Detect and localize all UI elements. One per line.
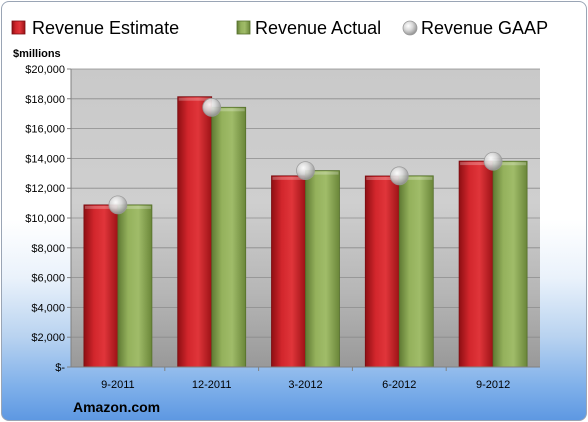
legend-swatch-revenue-actual <box>236 20 251 35</box>
x-axis: 9-2011 12-2011 3-2012 6-2012 9-2012 <box>71 366 540 391</box>
bar-revenue-estimate <box>177 96 213 368</box>
legend: Revenue Estimate Revenue Actual Revenue … <box>11 18 548 38</box>
y-tick-label: $6,000 <box>31 273 65 285</box>
bar-revenue-actual-highlight <box>400 176 433 180</box>
bar-revenue-estimate <box>364 175 400 368</box>
bar-revenue-actual <box>211 106 247 368</box>
gaap-markers <box>108 97 503 215</box>
x-tick-label: 12-2011 <box>192 379 232 391</box>
marker-revenue-gaap <box>202 97 222 117</box>
bar-revenue-actual <box>117 204 153 368</box>
bar-revenue-estimate-highlight <box>366 176 399 180</box>
y-tick-label: $- <box>55 362 65 374</box>
marker-revenue-gaap <box>296 161 315 181</box>
bar-revenue-estimate-highlight <box>84 205 117 209</box>
bar-revenue-actual <box>398 175 434 368</box>
source-label: Amazon.com <box>73 399 160 415</box>
y-tick-label: $12,000 <box>25 183 65 195</box>
bar-revenue-actual-highlight <box>118 205 151 209</box>
y-tick-label: $8,000 <box>31 243 65 255</box>
bar-revenue-actual-highlight <box>212 108 245 112</box>
legend-label-revenue-gaap: Revenue GAAP <box>421 18 548 38</box>
x-tick-label: 6-2012 <box>382 379 416 391</box>
bar-revenue-estimate <box>271 175 306 368</box>
legend-label-revenue-actual: Revenue Actual <box>255 18 381 38</box>
y-axis: $- $2,000 $4,000 $6,000 $8,000 $10,000 $12,000… <box>25 64 72 374</box>
y-tick-label: $16,000 <box>25 124 65 136</box>
bar-revenue-actual-highlight <box>494 162 527 166</box>
legend-marker-revenue-gaap <box>402 20 418 36</box>
y-tick-label: $14,000 <box>25 153 65 165</box>
legend-swatch-revenue-estimate <box>11 20 26 35</box>
y-tick-label: $20,000 <box>25 64 65 76</box>
bars <box>83 96 528 368</box>
y-tick-label: $4,000 <box>31 302 65 314</box>
bar-revenue-actual <box>305 170 340 368</box>
marker-revenue-gaap <box>108 195 128 215</box>
bar-revenue-actual-highlight <box>306 171 339 175</box>
x-tick-label: 9-2011 <box>101 379 134 391</box>
marker-revenue-gaap <box>483 151 503 171</box>
bar-revenue-estimate <box>83 204 119 368</box>
legend-label-revenue-estimate: Revenue Estimate <box>32 18 179 38</box>
bar-revenue-actual <box>492 160 528 368</box>
bar-revenue-estimate-highlight <box>460 162 493 166</box>
x-tick-label: 9-2012 <box>476 379 510 391</box>
y-tick-label: $18,000 <box>25 94 65 106</box>
y-tick-label: $10,000 <box>25 213 65 225</box>
y-axis-unit-label: $millions <box>13 48 61 60</box>
y-tick-label: $2,000 <box>31 332 65 344</box>
bar-revenue-estimate <box>458 160 494 368</box>
bar-revenue-estimate-highlight <box>272 176 305 180</box>
bar-revenue-estimate-highlight <box>178 97 211 101</box>
x-tick-label: 3-2012 <box>288 379 322 391</box>
marker-revenue-gaap <box>389 166 409 186</box>
